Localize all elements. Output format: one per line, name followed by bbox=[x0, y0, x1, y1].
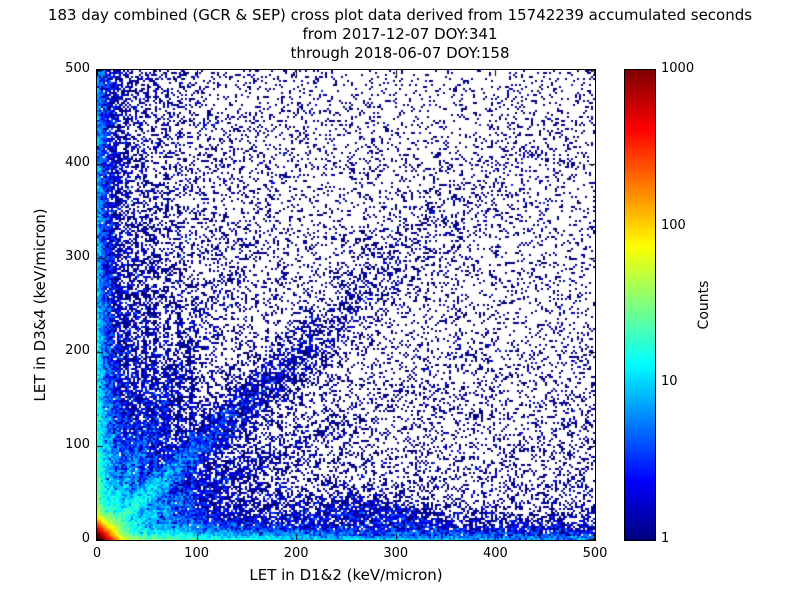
scatter-heatmap-canvas bbox=[97, 70, 595, 540]
colorbar bbox=[624, 69, 656, 541]
x-tick-label: 200 bbox=[283, 546, 309, 561]
y-tick-label: 300 bbox=[65, 249, 90, 264]
colorbar-tick-label: 1000 bbox=[661, 61, 695, 76]
x-axis-label: LET in D1&2 (keV/micron) bbox=[249, 566, 443, 584]
y-tick-label: 200 bbox=[65, 343, 90, 358]
y-tick-label: 100 bbox=[65, 437, 90, 452]
colorbar-gradient bbox=[625, 70, 655, 540]
chart-title-line1: 183 day combined (GCR & SEP) cross plot … bbox=[47, 6, 753, 24]
x-tick-label: 300 bbox=[383, 546, 409, 561]
plot-area bbox=[96, 69, 596, 541]
y-tick-label: 500 bbox=[65, 61, 90, 76]
chart-title-line2: from 2017-12-07 DOY:341 bbox=[302, 25, 498, 43]
x-tick-label: 0 bbox=[92, 546, 102, 561]
colorbar-tick-label: 1 bbox=[661, 531, 670, 546]
y-tick-label: 0 bbox=[81, 531, 90, 546]
x-tick-label: 100 bbox=[184, 546, 209, 561]
x-tick-label: 500 bbox=[582, 546, 608, 561]
x-tick-label: 400 bbox=[482, 546, 508, 561]
y-axis-label: LET in D3&4 (keV/micron) bbox=[31, 208, 49, 402]
colorbar-label: Counts bbox=[696, 280, 712, 330]
colorbar-tick-label: 10 bbox=[661, 374, 678, 390]
chart-title-line3: through 2018-06-07 DOY:158 bbox=[290, 44, 510, 62]
colorbar-tick-label: 100 bbox=[661, 217, 686, 233]
y-tick-label: 400 bbox=[65, 155, 90, 170]
